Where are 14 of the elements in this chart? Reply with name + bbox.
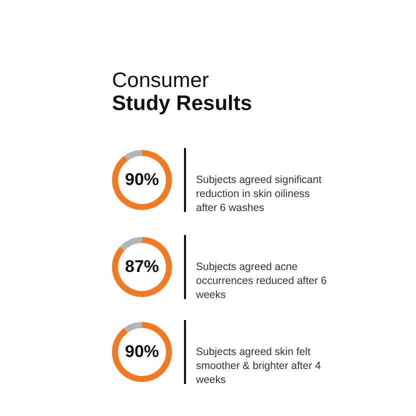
donut-slice (124, 322, 142, 333)
chart-subtitle: Study Results (112, 92, 252, 115)
text: Subjects agreed acne occurrences reduced after 6 weeks (195, 261, 327, 301)
text: Subjects agreed skin felt smoother & brighter after 4 weeks (195, 346, 322, 386)
chart-title: Consumer (112, 69, 209, 92)
donut-slice (124, 150, 142, 161)
donut-slice (112, 322, 172, 382)
data-label: 90% (124, 170, 160, 189)
text: Subjects agreed significant reduction in skin oiliness after 6 washes (196, 174, 322, 214)
donut-slice (112, 150, 172, 210)
donut-slice (112, 237, 172, 297)
data-label: 87% (124, 257, 160, 276)
donut-slice (120, 237, 142, 251)
data-label: 90% (124, 342, 160, 361)
